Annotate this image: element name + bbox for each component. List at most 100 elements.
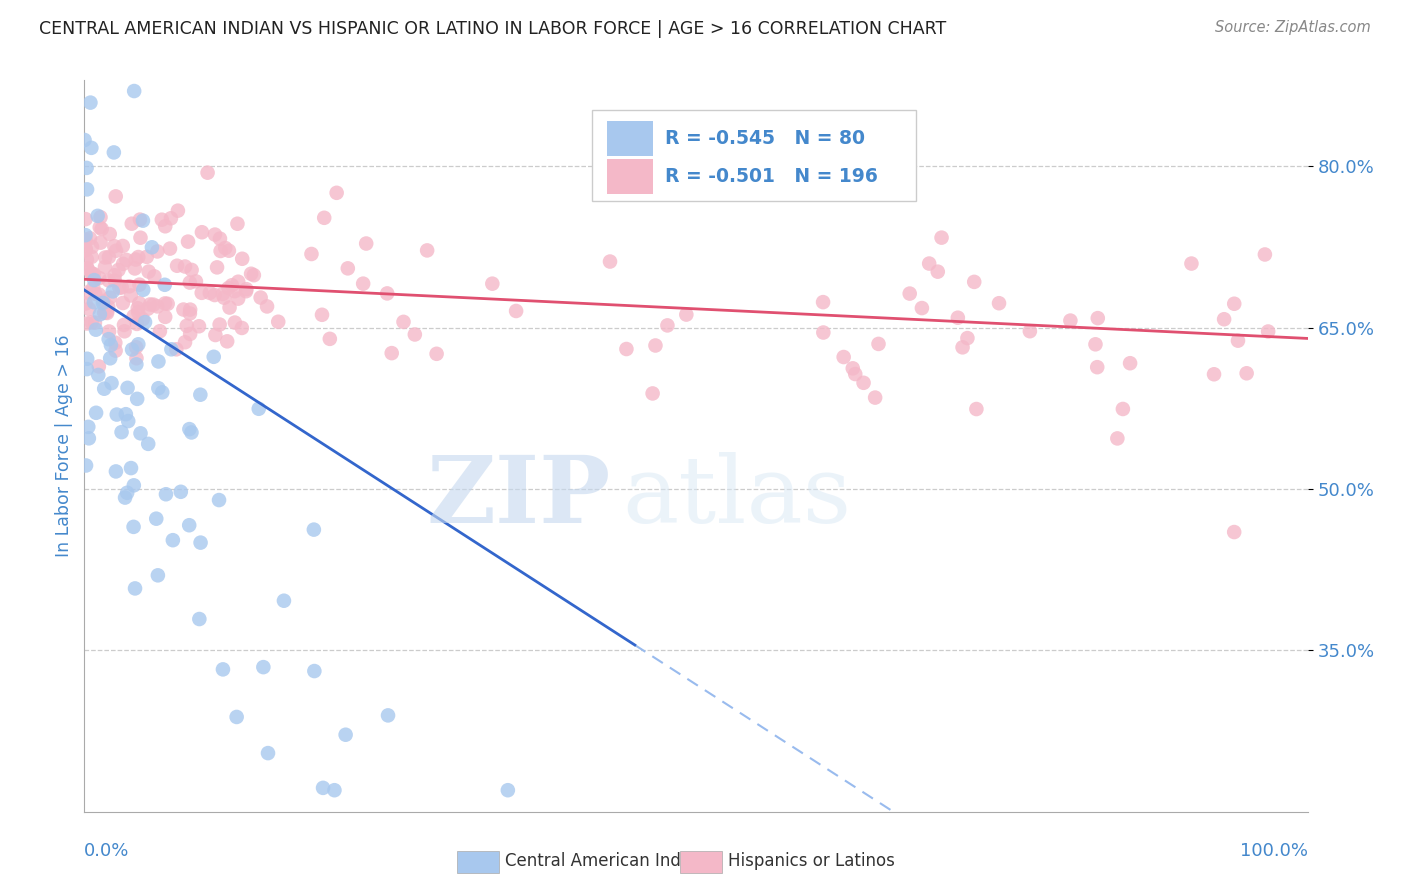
- Point: [132, 283, 155, 297]
- Point: [191, 225, 214, 239]
- Point: [172, 302, 194, 317]
- Point: [179, 422, 201, 436]
- Point: [87, 287, 110, 301]
- Point: [911, 301, 934, 315]
- Point: [89, 220, 111, 235]
- Point: [214, 241, 236, 255]
- Point: [90, 222, 112, 236]
- Point: [83, 267, 105, 281]
- Point: [76, 362, 98, 376]
- Point: [319, 332, 342, 346]
- Point: [377, 708, 399, 723]
- Point: [160, 211, 183, 226]
- FancyBboxPatch shape: [457, 851, 499, 873]
- Point: [657, 318, 679, 333]
- Point: [301, 247, 323, 261]
- Point: [863, 391, 886, 405]
- Point: [267, 315, 290, 329]
- Point: [86, 209, 108, 223]
- Point: [90, 235, 112, 250]
- Point: [77, 301, 100, 316]
- Point: [918, 256, 941, 270]
- Point: [121, 343, 143, 357]
- Point: [103, 145, 125, 160]
- Point: [120, 288, 142, 302]
- Point: [221, 278, 243, 293]
- Point: [180, 425, 202, 440]
- Point: [75, 242, 97, 256]
- Point: [1059, 313, 1081, 327]
- Text: CENTRAL AMERICAN INDIAN VS HISPANIC OR LATINO IN LABOR FORCE | AGE > 16 CORRELAT: CENTRAL AMERICAN INDIAN VS HISPANIC OR L…: [39, 20, 946, 37]
- Point: [1084, 337, 1107, 351]
- Text: atlas: atlas: [623, 452, 852, 542]
- Point: [1223, 524, 1246, 539]
- Point: [75, 233, 97, 247]
- Point: [190, 535, 212, 549]
- Point: [1226, 334, 1249, 348]
- Point: [496, 783, 519, 797]
- Point: [1257, 325, 1279, 339]
- Point: [135, 250, 157, 264]
- Point: [93, 306, 115, 320]
- Point: [375, 286, 398, 301]
- Point: [231, 321, 253, 335]
- Point: [84, 406, 107, 420]
- Point: [426, 347, 449, 361]
- Point: [82, 280, 104, 294]
- Point: [76, 317, 98, 331]
- Point: [224, 316, 246, 330]
- Text: Central American Indians: Central American Indians: [505, 853, 716, 871]
- Point: [235, 282, 257, 296]
- Point: [104, 465, 127, 479]
- Point: [188, 612, 211, 626]
- Point: [226, 275, 249, 289]
- Point: [226, 217, 249, 231]
- Point: [212, 662, 235, 676]
- Point: [240, 267, 263, 281]
- Point: [1018, 324, 1040, 338]
- Point: [101, 285, 124, 299]
- Point: [176, 318, 198, 333]
- Point: [91, 296, 114, 310]
- Point: [153, 310, 176, 324]
- Point: [197, 166, 219, 180]
- Point: [1180, 256, 1202, 270]
- Point: [125, 317, 148, 331]
- Point: [956, 331, 979, 345]
- Point: [75, 296, 97, 310]
- Point: [73, 133, 96, 147]
- Point: [128, 296, 150, 310]
- Point: [115, 252, 138, 267]
- Point: [204, 328, 226, 343]
- Point: [75, 458, 97, 473]
- Point: [125, 357, 148, 371]
- Point: [257, 746, 280, 760]
- Point: [211, 287, 233, 301]
- Text: ZIP: ZIP: [426, 452, 610, 542]
- Point: [75, 212, 97, 227]
- Point: [205, 260, 228, 275]
- Point: [1254, 247, 1277, 261]
- Point: [208, 493, 231, 508]
- Point: [188, 388, 211, 402]
- Point: [392, 315, 415, 329]
- Point: [675, 308, 697, 322]
- Point: [84, 316, 107, 330]
- Point: [336, 261, 359, 276]
- Point: [87, 359, 110, 374]
- Point: [76, 261, 98, 276]
- Point: [927, 265, 949, 279]
- Point: [165, 343, 187, 357]
- Point: [304, 664, 326, 678]
- Point: [231, 252, 253, 266]
- Point: [898, 286, 921, 301]
- Point: [302, 523, 325, 537]
- Point: [323, 783, 346, 797]
- Point: [129, 426, 152, 441]
- Point: [136, 437, 159, 451]
- Point: [813, 326, 835, 340]
- Point: [641, 386, 664, 401]
- Point: [179, 302, 201, 317]
- Point: [124, 582, 146, 596]
- Point: [208, 232, 231, 246]
